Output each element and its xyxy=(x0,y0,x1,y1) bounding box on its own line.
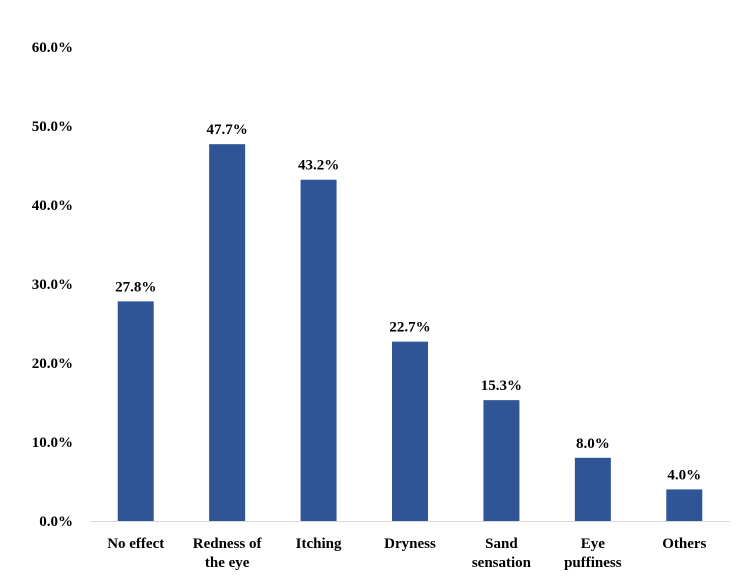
category-label: Dryness xyxy=(384,536,436,552)
bar xyxy=(666,489,703,521)
category-label: Redness of xyxy=(193,536,263,552)
category-label: Itching xyxy=(296,536,342,552)
bar xyxy=(574,457,611,521)
y-axis-ticks: 0.0% 10.0% 20.0% 30.0% 40.0% 50.0% 60.0% xyxy=(32,40,73,530)
category-label: Sand xyxy=(485,536,518,552)
bar xyxy=(300,179,337,521)
y-tick-label: 60.0% xyxy=(32,40,73,56)
data-label: 43.2% xyxy=(298,158,339,174)
data-label: 47.7% xyxy=(207,122,248,138)
y-tick-label: 30.0% xyxy=(32,277,73,293)
bar xyxy=(117,301,154,521)
y-tick-label: 0.0% xyxy=(39,514,73,530)
category-label: Others xyxy=(662,536,706,552)
category-label: sensation xyxy=(472,555,532,571)
bars-group xyxy=(117,144,703,522)
data-labels-group: 27.8% 47.7% 43.2% 22.7% 15.3% 8.0% 4.0% xyxy=(115,122,701,483)
category-label: No effect xyxy=(107,536,164,552)
category-label: puffiness xyxy=(564,555,622,571)
bar xyxy=(392,341,428,521)
y-tick-label: 20.0% xyxy=(32,356,73,372)
data-label: 22.7% xyxy=(389,320,430,336)
data-label: 27.8% xyxy=(115,279,156,295)
bar xyxy=(209,144,246,522)
y-tick-label: 10.0% xyxy=(32,435,73,451)
y-tick-label: 50.0% xyxy=(32,119,73,135)
y-tick-label: 40.0% xyxy=(32,198,73,214)
data-label: 4.0% xyxy=(667,467,701,483)
bar xyxy=(483,400,520,521)
category-labels-group: No effect Redness of the eye Itching Dryness… xyxy=(107,536,706,571)
category-label: the eye xyxy=(205,555,250,571)
data-label: 8.0% xyxy=(576,436,610,452)
data-label: 15.3% xyxy=(481,378,522,394)
category-label: Eye xyxy=(581,536,606,552)
